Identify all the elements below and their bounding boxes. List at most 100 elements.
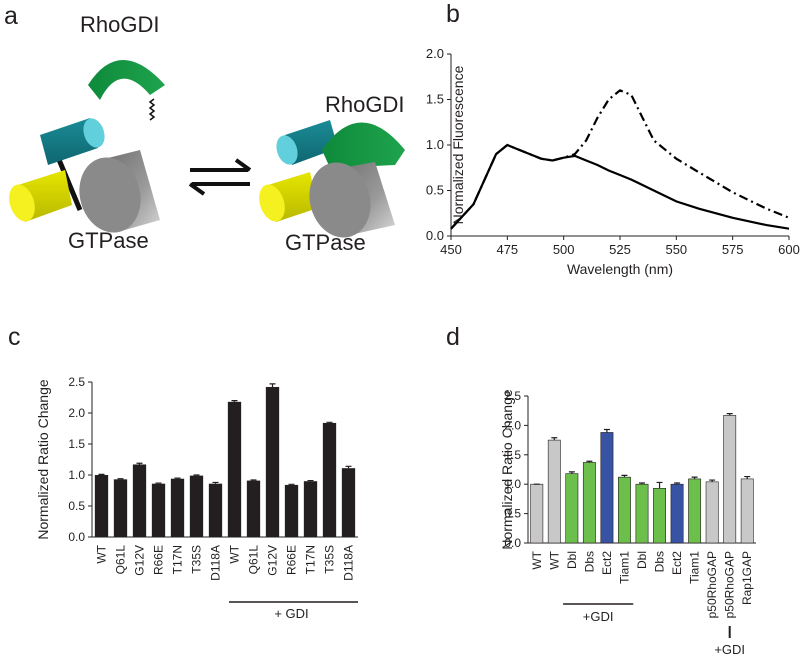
x-tick-label: Rap1GAP (740, 551, 754, 605)
bar (265, 386, 280, 537)
diagram-label: RhoGDI (80, 12, 159, 37)
error-bar (155, 482, 162, 484)
annotation: +GDI (583, 609, 614, 624)
diagram-right (259, 120, 405, 238)
error-bar (212, 481, 219, 484)
cyan-face (276, 135, 298, 165)
error-bar (586, 460, 593, 463)
error-bar (326, 421, 333, 423)
x-tick-label: R66E (152, 545, 166, 575)
bar (723, 415, 737, 544)
bar (284, 484, 299, 537)
error-bar (744, 475, 751, 479)
x-tick-label: WT (228, 544, 242, 563)
y-tick-label: 1.0 (504, 477, 521, 491)
panel-label: b (446, 0, 460, 28)
cyan-body (285, 120, 338, 165)
annotation: +GDI (714, 642, 745, 657)
error-bar (288, 483, 295, 485)
y-tick-label: 0.0 (426, 228, 444, 243)
error-bar (231, 400, 238, 402)
annotation: + GDI (274, 606, 308, 621)
y-tick-label: 0.5 (68, 499, 85, 513)
x-tick-label: p50RhoGAP (705, 551, 719, 618)
bar (653, 488, 666, 544)
x-tick-label: R66E (285, 545, 299, 575)
y-tick-label: 2.0 (68, 406, 85, 420)
diagram-label: GTPase (68, 228, 149, 253)
bar (227, 401, 242, 537)
x-tick-label: p50RhoGAP (723, 551, 737, 618)
x-tick-label: T17N (171, 545, 185, 574)
panel-label: c (8, 323, 21, 351)
y-tick-label: 1.0 (426, 137, 444, 152)
x-tick-label: T35S (323, 545, 337, 574)
x-tick-label: Tiam1 (688, 551, 702, 584)
error-bar (568, 471, 575, 474)
bar (303, 481, 318, 537)
y-tick-label: 2.0 (426, 46, 444, 61)
diagram-label: RhoGDI (325, 92, 404, 117)
bar (740, 478, 754, 544)
y-tick-label: 2.5 (68, 375, 85, 389)
x-tick-label: D118A (342, 545, 356, 581)
bar (151, 483, 166, 537)
bar (618, 476, 631, 544)
bar (547, 439, 561, 544)
y-tick-label: 1.5 (68, 437, 85, 451)
x-tick-label: 500 (553, 242, 575, 257)
x-tick-label: T17N (304, 545, 318, 574)
panel-label: d (446, 323, 460, 351)
error-bar (691, 476, 698, 479)
error-bar (193, 474, 200, 476)
gtpase-face (309, 162, 371, 238)
x-tick-label: 525 (609, 242, 631, 257)
error-bar (345, 465, 352, 469)
panel-label: a (4, 2, 18, 30)
y-axis-label: Normalized Ratio Change (499, 389, 515, 550)
diagram-left (9, 60, 165, 233)
bar (132, 464, 147, 537)
error-bar (136, 462, 143, 465)
bar (113, 479, 128, 537)
x-axis-label: Wavelength (nm) (567, 261, 673, 277)
bar (208, 483, 223, 537)
x-tick-label: Ect2 (600, 551, 614, 575)
x-tick-label: Ect2 (670, 551, 684, 575)
gtpase-face (79, 157, 141, 233)
bar (189, 475, 204, 537)
arrows (188, 158, 252, 196)
error-bar (726, 413, 733, 416)
y-tick-label: 0.0 (504, 536, 521, 550)
y-tick-label: 0.5 (504, 507, 521, 521)
y-tick-label: 1.5 (426, 92, 444, 107)
x-tick-label: WT (530, 550, 544, 569)
error-bar (603, 428, 610, 433)
x-tick-label: D118A (209, 545, 223, 581)
y-tick-label: 2.5 (504, 389, 521, 403)
diagram-label: GTPase (285, 230, 366, 255)
yellow-face (9, 184, 35, 222)
x-tick-label: Q61L (114, 545, 128, 575)
bar (246, 480, 261, 537)
error-bar (117, 478, 124, 480)
rhogdi-shape (322, 122, 405, 168)
y-tick-label: 2.0 (504, 418, 521, 432)
error-bar (250, 479, 257, 481)
x-tick-label: 450 (440, 242, 462, 257)
x-tick-label: G12V (133, 545, 147, 576)
y-tick-label: 1.0 (68, 468, 85, 482)
error-bar (621, 474, 628, 478)
error-bar (709, 479, 716, 482)
error-bar (674, 482, 681, 485)
x-tick-label: Dbl (565, 551, 579, 569)
bar (341, 468, 356, 537)
bar (530, 483, 544, 544)
error-bar (656, 481, 663, 489)
bar (322, 422, 337, 537)
y-tick-label: 0.5 (426, 183, 444, 198)
cyan-face (83, 118, 105, 148)
bar (600, 432, 614, 544)
rhogdi-shape (88, 60, 165, 100)
error-bar (307, 479, 314, 482)
